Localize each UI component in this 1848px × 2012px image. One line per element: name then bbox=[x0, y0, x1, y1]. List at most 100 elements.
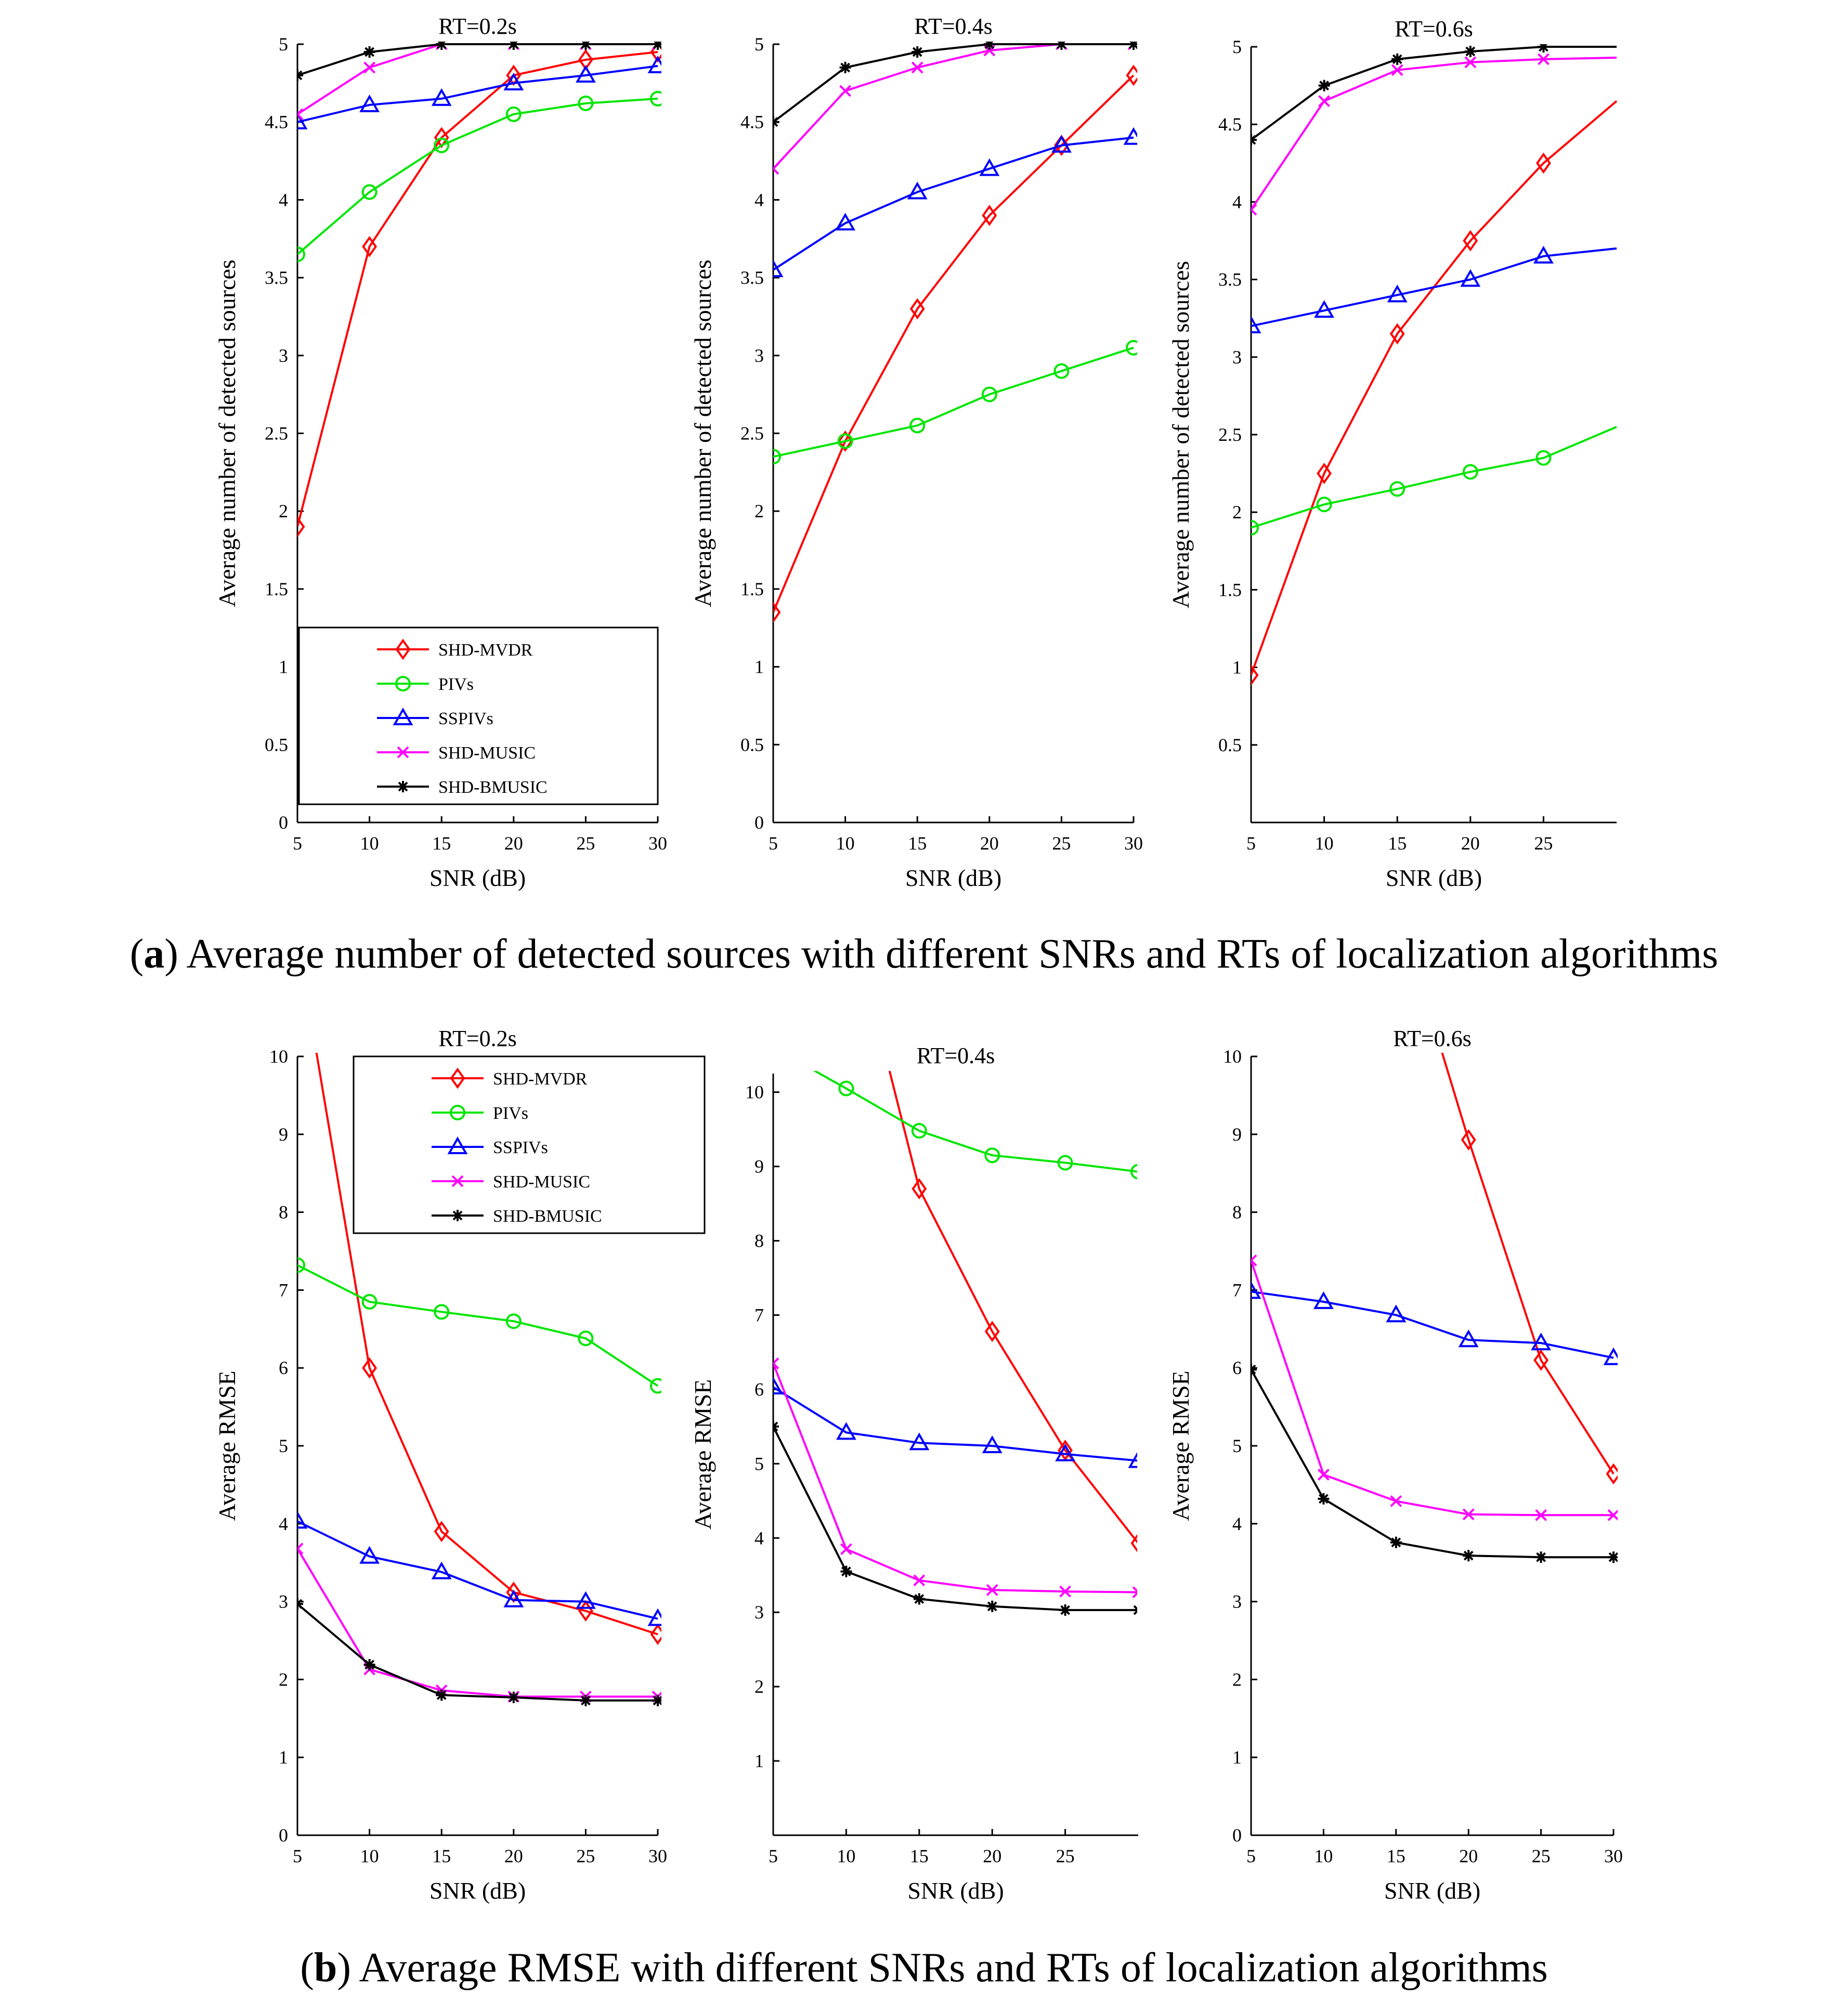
data-point-shd-bmusic bbox=[1535, 1551, 1547, 1563]
data-point-shd-music bbox=[911, 61, 923, 74]
data-point-shd-music bbox=[1464, 56, 1477, 69]
y-axis-label: Average number of detected sources bbox=[1167, 261, 1194, 608]
data-point-shd-mvdr bbox=[1126, 64, 1137, 86]
series-line-shd-music bbox=[297, 43, 658, 115]
legend-box bbox=[298, 626, 659, 805]
chart-title: RT=0.4s bbox=[914, 14, 993, 39]
data-point-shd-mvdr bbox=[1533, 1349, 1549, 1371]
chart-title: RT=0.4s bbox=[917, 1043, 995, 1068]
series-group bbox=[773, 42, 1137, 623]
series-line-shd-music bbox=[297, 1548, 658, 1698]
x-tick-label: 10 bbox=[836, 833, 855, 854]
y-tick-label: 10 bbox=[1223, 1046, 1242, 1067]
data-point-pivs bbox=[909, 417, 926, 434]
x-axis-label: SNR (dB) bbox=[1384, 1877, 1480, 1904]
data-point-shd-bmusic bbox=[1318, 1493, 1330, 1505]
y-tick-label: 9 bbox=[279, 1124, 288, 1145]
data-point-sspivs bbox=[979, 158, 1000, 176]
x-tick-label: 25 bbox=[1534, 833, 1553, 854]
data-point-shd-music bbox=[1462, 1508, 1475, 1521]
y-tick-label: 2 bbox=[1232, 502, 1242, 522]
data-point-shd-bmusic bbox=[912, 46, 923, 58]
y-tick-label: 0 bbox=[279, 812, 288, 833]
data-point-sspivs bbox=[575, 1591, 596, 1609]
x-tick-label: 25 bbox=[1056, 1846, 1075, 1866]
y-axis-label: Average RMSE bbox=[689, 1379, 716, 1530]
legend: SHD-MVDR PIVs SSPIVs SHD-MUSIC SHD-BMUSIC bbox=[298, 626, 659, 805]
y-tick-label: 4 bbox=[279, 1513, 288, 1534]
legend-marker-shd-bmusic bbox=[397, 781, 409, 792]
data-point-shd-music bbox=[363, 61, 376, 74]
data-point-sspivs bbox=[773, 1377, 784, 1395]
data-point-pivs bbox=[1389, 481, 1405, 497]
y-tick-label: 5 bbox=[279, 34, 288, 55]
data-point-shd-bmusic bbox=[840, 1565, 852, 1577]
y-tick-label: 1.5 bbox=[265, 579, 288, 599]
data-point-shd-music bbox=[1537, 53, 1550, 66]
data-point-shd-mvdr bbox=[1535, 152, 1551, 174]
legend-marker-sspivs bbox=[393, 707, 413, 725]
y-tick-label: 1 bbox=[754, 1750, 764, 1771]
data-point-pivs bbox=[1057, 1155, 1073, 1171]
y-tick-label: 8 bbox=[279, 1202, 288, 1223]
chart-panel-1: 0 0.5 1 1.5 2 2.5 3 3.5 4 4.5 5 5 10 15 20 25 30 RT=0.2s S… bbox=[214, 14, 667, 891]
data-point-shd-bmusic bbox=[839, 61, 851, 73]
data-point-pivs bbox=[650, 90, 661, 107]
data-point-pivs bbox=[650, 1378, 661, 1394]
data-point-shd-mvdr bbox=[1317, 463, 1332, 485]
x-tick-label: 5 bbox=[293, 833, 302, 854]
data-point-sspivs bbox=[1314, 300, 1335, 318]
data-point-shd-bmusic bbox=[1251, 134, 1257, 146]
data-point-shd-bmusic bbox=[773, 116, 779, 128]
data-point-sspivs bbox=[836, 1422, 856, 1440]
y-tick-label: 0 bbox=[279, 1825, 288, 1846]
legend: SHD-MVDR PIVs SSPIVs SHD-MUSIC SHD-BMUSIC bbox=[353, 1055, 706, 1234]
y-tick-label: 1.5 bbox=[740, 579, 764, 599]
data-point-shd-bmusic bbox=[913, 1593, 925, 1605]
y-tick-label: 10 bbox=[269, 1046, 288, 1067]
data-point-shd-bmusic bbox=[580, 42, 592, 50]
y-tick-label: 4 bbox=[279, 189, 288, 210]
data-point-pivs bbox=[434, 1304, 450, 1320]
data-point-shd-bmusic bbox=[986, 1600, 998, 1612]
data-point-shd-music bbox=[1251, 1255, 1257, 1266]
y-tick-label: 9 bbox=[754, 1156, 764, 1177]
caption-a: (a) Average number of detected sources w… bbox=[129, 931, 1719, 977]
x-tick-label: 5 bbox=[293, 1846, 302, 1866]
x-tick-label: 15 bbox=[432, 833, 451, 854]
y-axis-label: Average number of detected sources bbox=[214, 259, 240, 607]
chart-panel-5: 1 2 3 4 5 6 7 8 9 10 5 10 15 20 25 RT=0.4s SNR (dB) Avera… bbox=[689, 1043, 1138, 1904]
y-tick-label: 4 bbox=[754, 1527, 764, 1548]
data-point-pivs bbox=[578, 95, 594, 111]
caption-b-label: b bbox=[314, 1945, 337, 1991]
x-tick-label: 25 bbox=[1052, 833, 1071, 854]
y-tick-label: 8 bbox=[1232, 1202, 1242, 1223]
data-point-shd-music bbox=[1251, 203, 1257, 216]
series-line-pivs bbox=[773, 346, 1134, 458]
y-tick-label: 0 bbox=[754, 812, 764, 833]
legend-label-sspivs: SSPIVs bbox=[493, 1138, 548, 1157]
data-point-shd-music bbox=[1059, 1585, 1072, 1598]
x-tick-label: 20 bbox=[1459, 1846, 1478, 1866]
caption-a-text: Average number of detected sources with … bbox=[178, 931, 1719, 977]
data-point-pivs bbox=[578, 1330, 594, 1347]
legend-box bbox=[353, 1055, 706, 1234]
y-tick-label: 1 bbox=[1232, 657, 1242, 678]
data-point-shd-bmusic bbox=[1538, 44, 1550, 53]
series-line-shd-bmusic bbox=[773, 1426, 1137, 1611]
data-point-shd-mvdr bbox=[1251, 664, 1259, 686]
y-tick-label: 3 bbox=[279, 345, 288, 366]
data-point-sspivs bbox=[1603, 1347, 1618, 1365]
data-point-shd-music bbox=[986, 1584, 998, 1596]
data-point-sspivs bbox=[1313, 1291, 1334, 1309]
y-tick-label: 2.5 bbox=[740, 423, 764, 444]
series-line-shd-mvdr bbox=[773, 74, 1135, 613]
x-tick-label: 15 bbox=[432, 1846, 451, 1866]
data-point-pivs bbox=[1251, 520, 1259, 536]
y-axis-label: Average number of detected sources bbox=[689, 259, 716, 607]
series-line-sspivs bbox=[297, 1520, 658, 1620]
series-line-sspivs bbox=[1251, 1290, 1614, 1359]
legend-marker-shd-mvdr bbox=[395, 638, 411, 660]
data-point-shd-mvdr bbox=[1389, 323, 1405, 345]
x-tick-label: 20 bbox=[980, 833, 999, 854]
